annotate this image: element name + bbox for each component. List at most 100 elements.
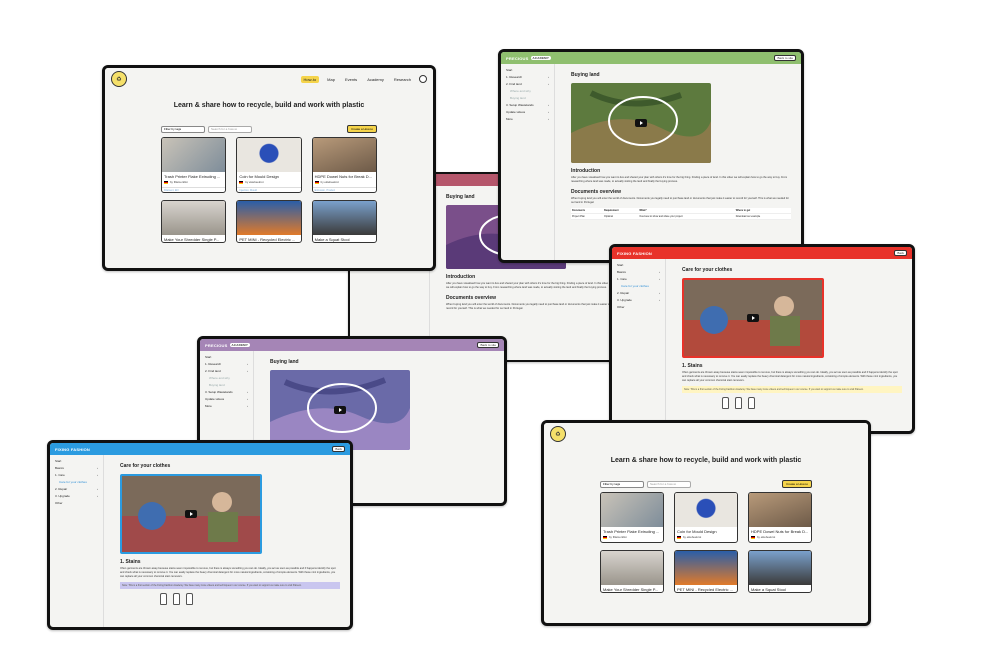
back-button[interactable]: Back [894,250,907,256]
jar-icon [173,593,180,606]
logo-icon[interactable]: ♻ [111,71,127,87]
sidebar-subitem[interactable]: Buying land [209,383,225,387]
howto-card[interactable]: Trash Printer Flake Extruding ... by fil… [600,492,664,543]
bottle-icon [722,397,729,410]
sidebar-subitem-active[interactable]: Care for your clothes [621,284,649,288]
sidebar-subitem[interactable]: Buying land [510,96,526,100]
howto-card[interactable]: Coin for Mould Design by ekiebeekrot Inj… [236,137,302,193]
card-tags: Injection, Mould [237,187,301,192]
howto-card[interactable]: Make Your Shredder Single P... [600,550,664,593]
card-title: Make Your Shredder Single P... [603,587,659,592]
sidebar-item[interactable]: 2. Repair › [55,487,98,491]
sidebar-item[interactable]: Start [617,263,624,267]
sidebar-item[interactable]: 2. Find land › [205,369,248,373]
howto-card[interactable]: HDPE Dowel Nuts for Break D... by ekiebe… [748,492,812,543]
sidebar-item[interactable]: Update videos › [506,110,549,114]
howto-card[interactable]: Make a Squat Stool [311,200,377,243]
filter-bar: Filter by tags Search for a how-to Creat… [544,480,868,488]
card-thumbnail [749,493,811,527]
intro-heading: Introduction [446,274,476,280]
sidebar-item[interactable]: More › [205,404,248,408]
sidebar-item[interactable]: 2. Repair › [617,291,660,295]
nav-map[interactable]: Map [327,76,335,82]
illustration [722,397,902,410]
intro-paragraph: After you have visualised how you want t… [571,176,788,183]
sidebar-item[interactable]: Start [205,355,212,359]
howto-card[interactable]: PET MINI - Recycled Electric ... [674,550,738,593]
sidebar-subitem-active[interactable]: Care for your clothes [59,480,87,484]
play-icon[interactable] [185,510,197,518]
sidebar-item[interactable]: 2. Find land › [506,82,549,86]
page-title: Care for your clothes [120,463,171,469]
docs-heading: Documents overview [446,294,497,301]
nav-howto[interactable]: How-to [300,75,320,83]
howto-card[interactable]: Make Your Shredder Single P... [161,200,227,243]
video-player[interactable] [571,83,711,163]
flag-icon [603,535,607,539]
back-button[interactable]: Back to site [477,342,499,348]
card-author: by ekiebeekrot [237,179,300,187]
howto-card[interactable]: HDPE Dowel Nuts for Break D... by ekiebe… [311,137,377,193]
flag-icon [239,180,244,184]
howto-card[interactable]: Trash Printer Flake Extruding ... by fil… [161,137,227,193]
nav-academy[interactable]: Academy [367,76,384,82]
sidebar-item[interactable]: Basics › [617,270,660,274]
sidebar-item[interactable]: Basics › [55,466,98,470]
tag-filter-select[interactable]: Filter by tags [600,480,644,488]
logo-icon[interactable]: ♻ [550,426,566,442]
create-howto-button[interactable]: Create a How-to [782,480,812,488]
filter-bar: Filter by tags Search for a how-to Creat… [105,125,433,133]
card-thumbnail [162,138,226,172]
page-title: Buying land [270,359,299,365]
sidebar-item[interactable]: 3. Setup Wastelands › [205,390,248,394]
card-thumbnail [237,138,301,172]
back-button[interactable]: Back to site [774,55,796,61]
download-link[interactable]: Download our example [734,213,791,220]
create-howto-button[interactable]: Create a How-to [347,125,377,133]
video-player[interactable] [120,474,262,554]
video-player[interactable] [682,278,824,358]
play-icon[interactable] [747,314,759,322]
red-topbar: FIXING FASHION Back [612,247,912,259]
nav-events[interactable]: Events [344,76,358,82]
card-thumbnail [675,493,737,527]
sidebar-item[interactable]: Update videos › [205,397,248,401]
sidebar-item[interactable]: 1. Research › [506,75,549,79]
card-thumbnail [237,201,301,235]
library-window-top: ♻ How-to Map Events Academy Research Lea… [102,65,436,271]
play-icon[interactable] [334,406,346,414]
howto-card[interactable]: Make a Squat Stool [748,550,812,593]
howto-card[interactable]: Coin for Mould Design by ekiebeekrot [674,492,738,543]
library-header: ♻ How-to Map Events Academy Research [105,68,433,90]
tag-filter-select[interactable]: Filter by tags [161,125,205,133]
sidebar-item[interactable]: More › [506,117,549,121]
avatar[interactable] [419,75,427,83]
purple-body: Start 1. Research › 2. Find land › Where a… [200,351,504,503]
sidebar-item[interactable]: 3. Upgrade › [617,298,660,302]
sidebar-item[interactable]: 3. Setup Wastelands › [506,103,549,107]
sidebar-item[interactable]: Other [617,305,625,309]
search-input[interactable]: Search for a how-to [208,125,252,133]
sidebar-item[interactable]: Start [55,459,62,463]
card-title: Coin for Mould Design [239,174,279,179]
video-player[interactable] [270,370,410,450]
nav-research[interactable]: Research [393,76,411,82]
sidebar-item[interactable]: 1. Care › [55,473,98,477]
sidebar-item[interactable]: 1. Research › [205,362,248,366]
sidebar-item[interactable]: 3. Upgrade › [55,494,98,498]
sidebar-subitem[interactable]: Where and why [209,376,230,380]
search-input[interactable]: Search for a how-to [647,480,691,488]
back-button[interactable]: Back [332,446,345,452]
sidebar-item[interactable]: Other [55,501,63,505]
illustration [160,593,340,606]
howto-card[interactable]: PET MINI - Recycled Electric ... [236,200,302,243]
card-title: HDPE Dowel Nuts for Break D... [314,174,373,179]
card-title: PET MINI - Recycled Electric ... [677,587,733,592]
docs-heading: Documents overview [571,188,622,195]
sidebar-item[interactable]: 1. Care › [617,277,660,281]
sidebar-subitem[interactable]: Where and why [510,89,531,93]
section-heading: 1. Stains [120,559,141,565]
play-icon[interactable] [635,119,647,127]
sidebar-item[interactable]: Start [506,68,513,72]
jar-icon [735,397,742,410]
